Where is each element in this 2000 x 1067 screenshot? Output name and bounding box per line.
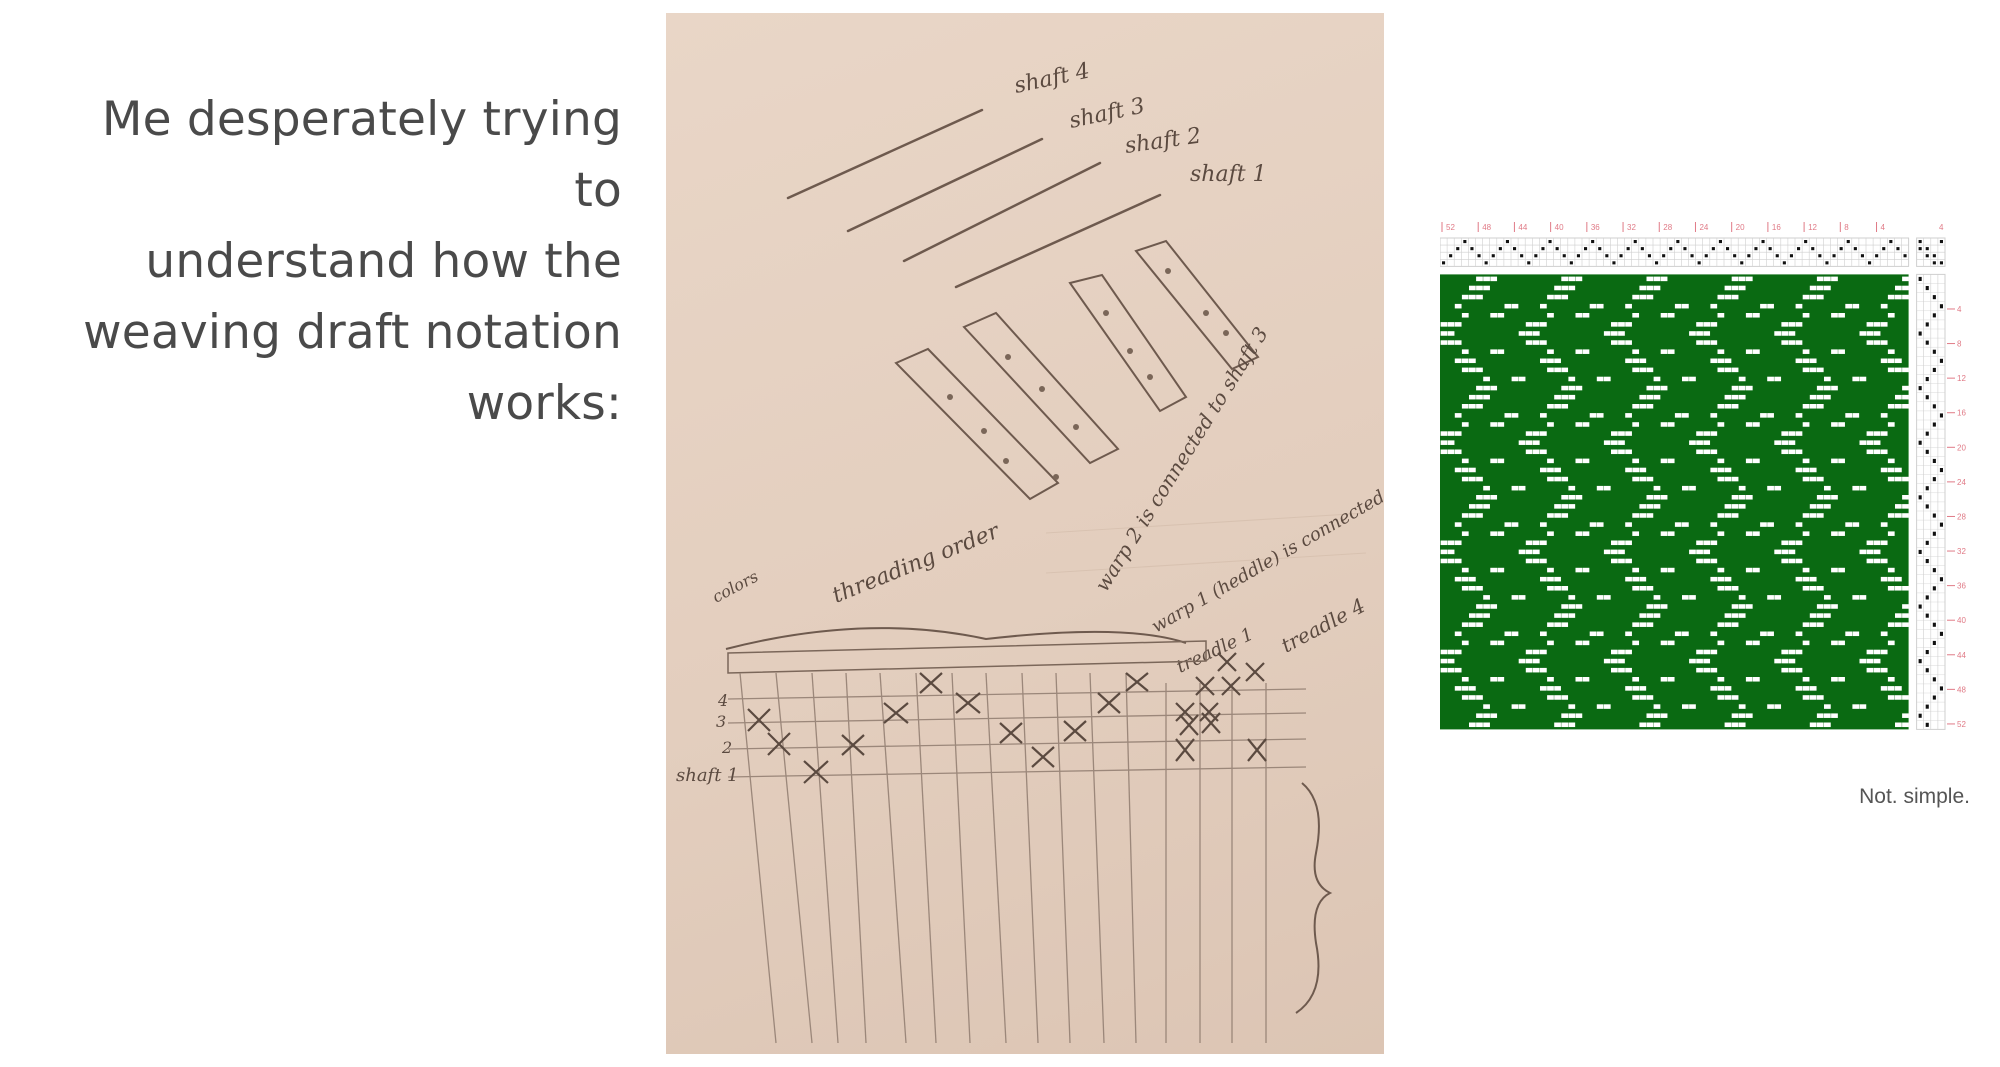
- label-shaft-4: shaft 4: [1012, 58, 1092, 98]
- threading-grid: [727, 672, 1307, 1044]
- tick-label: 8: [1957, 340, 1962, 349]
- tick-label: 32: [1627, 223, 1636, 232]
- sketch-drawing: shaft 4 shaft 3 shaft 2 shaft 1 colors t…: [676, 58, 1384, 1044]
- tick-label: 12: [1957, 374, 1966, 383]
- label-shaft-1: shaft 1: [1190, 162, 1267, 187]
- label-colors: colors: [709, 567, 761, 607]
- tick-label: 20: [1957, 443, 1966, 452]
- threading-row: [1439, 237, 1910, 267]
- caption-line: understand how the: [145, 234, 622, 289]
- tick-label: 4: [1939, 223, 1944, 232]
- tick-label: 8: [1844, 223, 1849, 232]
- tick-label: 36: [1591, 223, 1600, 232]
- tick-label: 16: [1772, 223, 1781, 232]
- caption-line: Me desperately trying to: [101, 92, 622, 218]
- tick-label: 48: [1957, 685, 1966, 694]
- tick-label: 40: [1555, 223, 1564, 232]
- tie-up: [1916, 237, 1946, 267]
- weaving-draft: 52 48 44 40 36 32 28 24 20 16 12 8 4 4 4 8 12 16 20 24 28 32 3…: [1439, 218, 1976, 752]
- row-label-4: 4: [717, 691, 728, 710]
- draft-caption: Not. simple.: [1859, 785, 1970, 808]
- tick-label: 4: [1881, 223, 1886, 232]
- tick-label: 16: [1957, 409, 1966, 418]
- sketch-photo: shaft 4 shaft 3 shaft 2 shaft 1 colors t…: [666, 13, 1384, 1054]
- label-shaft-2: shaft 2: [1123, 124, 1202, 159]
- tick-label: 32: [1957, 547, 1966, 556]
- row-label-3: 3: [716, 712, 726, 731]
- tick-label: 28: [1957, 512, 1966, 521]
- caption-line: weaving draft notation: [83, 305, 622, 360]
- row-label-2: 2: [721, 738, 732, 757]
- weaving-draft-diagram: 52 48 44 40 36 32 28 24 20 16 12 8 4 4481216202428323…: [1439, 222, 1966, 730]
- caption-line: works:: [466, 376, 622, 431]
- slide-caption: Me desperately trying to understand how …: [40, 84, 622, 439]
- drawdown: [1440, 274, 1909, 730]
- tick-label: 12: [1808, 223, 1817, 232]
- tick-label: 52: [1957, 720, 1966, 729]
- tick-label: 36: [1957, 582, 1966, 591]
- tick-label: 28: [1663, 223, 1672, 232]
- tick-label: 20: [1736, 223, 1745, 232]
- label-treadle-1: treadle 1: [1173, 624, 1256, 678]
- label-shaft-3: shaft 3: [1067, 93, 1147, 133]
- label-treadle-4: treadle 4: [1277, 593, 1369, 657]
- label-threading-order: threading order: [829, 518, 1004, 608]
- treadling: [1916, 273, 1946, 730]
- tick-label: 24: [1957, 478, 1966, 487]
- tick-label: 44: [1957, 651, 1966, 660]
- heddle-eyes: [947, 268, 1229, 480]
- tick-label: 48: [1482, 223, 1491, 232]
- tick-label: 40: [1957, 616, 1966, 625]
- row-label-shaft-1: shaft 1: [676, 765, 739, 786]
- shaft-lines: [786, 108, 1162, 289]
- tick-label: 4: [1957, 305, 1962, 314]
- tick-label: 52: [1446, 223, 1455, 232]
- threading-marks: [747, 652, 1267, 784]
- heddle-bars: [894, 239, 1260, 501]
- tick-label: 24: [1699, 223, 1708, 232]
- tick-label: 44: [1518, 223, 1527, 232]
- label-warp-2: warp 2 is connected to shaft 3: [1090, 323, 1273, 596]
